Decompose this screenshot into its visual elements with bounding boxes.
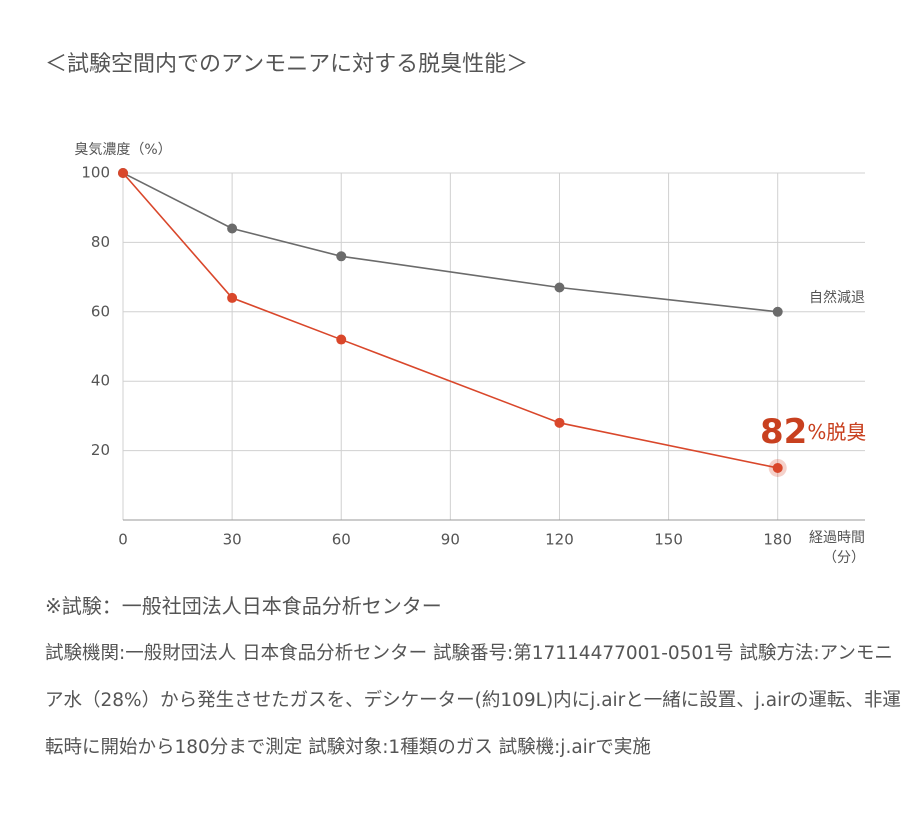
- annotation-text: 脱臭: [826, 420, 866, 444]
- x-tick-label: 30: [223, 531, 242, 549]
- x-axis-label: （分）: [823, 550, 865, 566]
- point: [227, 292, 238, 303]
- x-tick-label: 150: [654, 531, 683, 549]
- point: [772, 306, 783, 317]
- point: [772, 462, 783, 473]
- annotation-unit: %: [807, 420, 826, 444]
- x-tick-label: 90: [441, 531, 460, 549]
- note: ※試験：一般社団法人日本食品分析センター: [45, 594, 442, 618]
- point: [554, 282, 565, 293]
- x-tick-label: 180: [763, 531, 792, 549]
- x-axis-label: 経過時間: [809, 530, 865, 546]
- annotation: 82%脱臭: [760, 412, 866, 452]
- point: [336, 251, 347, 262]
- description: 試験機関:一般財団法人 日本食品分析センター 試験番号:第17114477001…: [45, 643, 901, 758]
- y-tick-label: 20: [91, 441, 110, 459]
- point: [118, 168, 128, 178]
- page-title: ＜試験空間内でのアンモニアに対する脱臭性能＞: [45, 52, 529, 77]
- y-tick-label: 60: [91, 302, 110, 320]
- y-tick-label: 80: [91, 233, 110, 251]
- x-tick-label: 60: [332, 531, 351, 549]
- x-tick-label: 0: [118, 531, 128, 549]
- y-tick-label: 40: [91, 372, 110, 390]
- point: [554, 417, 565, 428]
- y-tick-label: 100: [81, 164, 110, 182]
- point: [336, 334, 347, 345]
- annotation-number: 82: [760, 412, 807, 452]
- y-axis-label: 臭気濃度（%）: [74, 142, 171, 158]
- chart: 20 40 60 80 100 0 30 60 90 120 150 180 臭気濃度（%） 経過時間 （分…: [74, 142, 866, 566]
- x-tick-label: 120: [545, 531, 574, 549]
- series-label: 自然減退: [809, 289, 865, 306]
- point: [227, 223, 238, 234]
